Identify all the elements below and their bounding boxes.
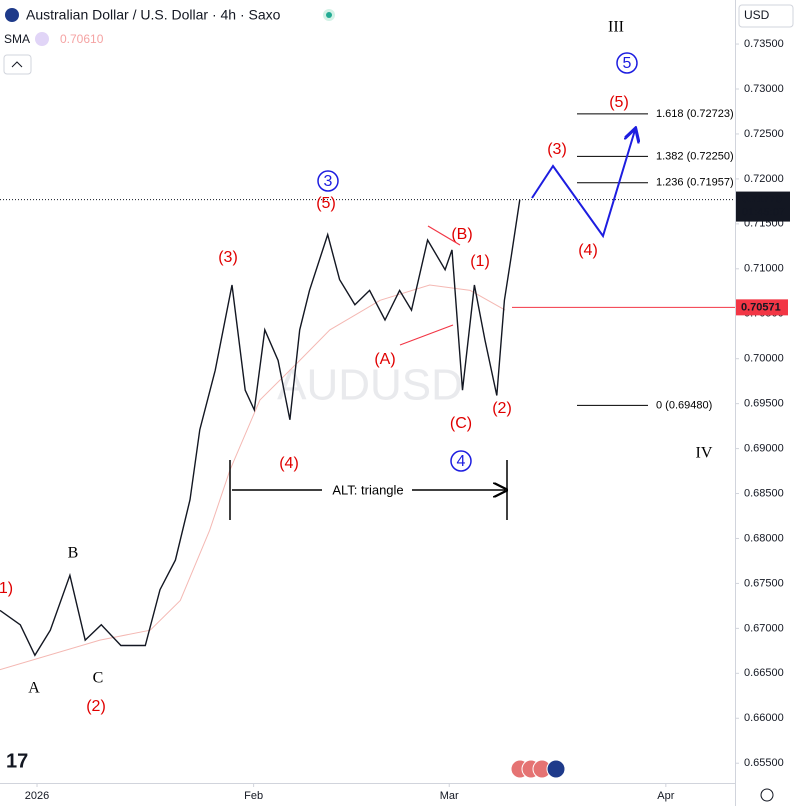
wave-label: A xyxy=(28,680,40,697)
fib-label: 1.618 (0.72723) xyxy=(656,108,734,120)
y-tick-label: 0.72500 xyxy=(744,128,784,140)
projection xyxy=(531,130,635,239)
trend-line xyxy=(427,225,461,246)
wave-label: 5 xyxy=(623,55,632,72)
y-tick-label: 0.72000 xyxy=(744,173,784,185)
x-tick-label: Apr xyxy=(657,790,674,802)
indicator-value: 0.70610 xyxy=(60,32,104,46)
last-price-label: 0.71770 xyxy=(742,193,782,205)
wave-circle xyxy=(450,450,472,472)
status-dot xyxy=(326,12,332,18)
wave-label: (3) xyxy=(547,141,567,158)
wave-label: B xyxy=(68,545,79,562)
y-tick-label: 0.73500 xyxy=(744,38,784,50)
y-tick-label: 0.69500 xyxy=(744,398,784,410)
y-tick-label: 0.67000 xyxy=(744,622,784,634)
y-tick-label: 0.68500 xyxy=(744,487,784,499)
y-tick-label: 0.69000 xyxy=(744,442,784,454)
x-tick-label: 2026 xyxy=(25,790,49,802)
wave-label: 1) xyxy=(0,580,13,597)
fib-label: 1.236 (0.71957) xyxy=(656,177,734,189)
flag-icon xyxy=(5,8,19,22)
y-tick-label: 0.65500 xyxy=(744,757,784,769)
price-tag-label: 0.70571 xyxy=(741,301,781,313)
trend-line xyxy=(399,324,454,346)
price-line xyxy=(0,199,521,657)
countdown: 01:45:07 xyxy=(742,206,785,218)
fib-label: 1.382 (0.72250) xyxy=(656,150,734,162)
watermark: AUDUSD xyxy=(277,361,463,410)
wave-label: (B) xyxy=(451,226,472,243)
sma-line xyxy=(0,284,506,671)
wave-label: (1) xyxy=(470,253,490,270)
collapse-icon xyxy=(11,61,23,68)
y-tick-label: 0.70000 xyxy=(744,353,784,365)
wave-label: (3) xyxy=(218,249,238,266)
last-price-tag xyxy=(736,191,790,222)
wave-label: (A) xyxy=(374,351,395,368)
logo: 17 xyxy=(6,750,28,772)
wave-label: III xyxy=(608,19,624,36)
wave-circle xyxy=(317,170,339,192)
wave-label: C xyxy=(93,670,104,687)
x-tick-label: Mar xyxy=(440,790,459,802)
indicator-name[interactable]: SMA xyxy=(4,32,30,46)
currency-button[interactable] xyxy=(738,4,794,28)
price-tag xyxy=(736,299,788,316)
wave-label: (5) xyxy=(609,94,629,111)
y-tick-label: 0.73000 xyxy=(744,83,784,95)
indicator-icon xyxy=(35,32,49,46)
settings-icon[interactable] xyxy=(760,788,774,802)
wave-label: (2) xyxy=(86,698,106,715)
x-tick-label: Feb xyxy=(244,790,263,802)
fib-label: 0 (0.69480) xyxy=(656,399,712,411)
wave-label: 4 xyxy=(457,453,466,470)
wave-label: (C) xyxy=(450,415,472,432)
y-tick-label: 0.66000 xyxy=(744,712,784,724)
y-tick-label: 0.71000 xyxy=(744,263,784,275)
flags xyxy=(510,759,566,779)
wave-circle xyxy=(616,52,638,74)
collapse-button[interactable] xyxy=(3,54,32,75)
wave-label: (4) xyxy=(578,242,598,259)
wave-label: (5) xyxy=(316,195,336,212)
y-tick-label: 0.66500 xyxy=(744,667,784,679)
y-tick-label: 0.67500 xyxy=(744,577,784,589)
bracket-label: ALT: triangle xyxy=(332,482,403,497)
y-tick-label: 0.68000 xyxy=(744,532,784,544)
currency: USD xyxy=(744,8,770,22)
wave-label: (2) xyxy=(492,400,512,417)
wave-label: IV xyxy=(696,445,713,462)
wave-label: 3 xyxy=(324,173,333,190)
wave-label: (4) xyxy=(279,455,299,472)
symbol-title[interactable]: Australian Dollar / U.S. Dollar · 4h · S… xyxy=(26,7,281,23)
